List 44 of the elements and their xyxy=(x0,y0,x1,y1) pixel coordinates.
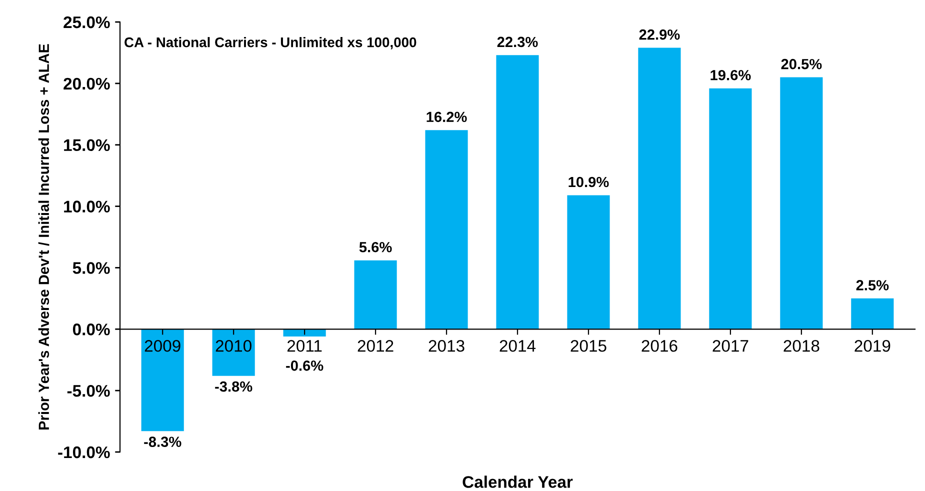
y-axis-title: Prior Year's Adverse Dev't / Initial Incurred Loss + ALAE xyxy=(38,44,50,430)
x-tick-label: 2016 xyxy=(642,340,678,352)
data-label: 16.2% xyxy=(426,112,467,122)
x-tick-label: 2010 xyxy=(216,340,252,352)
x-tick-label: 2013 xyxy=(428,340,464,352)
x-axis-title: Calendar Year xyxy=(462,476,573,488)
x-tick-label: 2012 xyxy=(358,340,394,352)
bar xyxy=(567,195,610,330)
x-tick-label: 2015 xyxy=(570,340,606,352)
bar xyxy=(283,329,326,337)
data-label: -3.8% xyxy=(215,381,252,392)
data-label: 20.5% xyxy=(781,58,822,70)
x-tick-label: 2009 xyxy=(144,340,180,352)
bar xyxy=(638,48,681,330)
x-tick-label: 2019 xyxy=(854,340,890,352)
y-tick-label: 25.0% xyxy=(64,16,110,28)
bar xyxy=(354,260,397,330)
y-tick-label: 5.0% xyxy=(72,262,110,274)
text: CA - National Carriers - Unlimited xs 100,000 xyxy=(124,37,416,50)
x-tick-label: 2014 xyxy=(500,340,536,352)
y-tick-label: 15.0% xyxy=(64,139,110,152)
bar xyxy=(709,88,752,330)
bar xyxy=(141,329,184,432)
y-tick-label: -10.0% xyxy=(58,446,110,458)
bar xyxy=(780,77,823,330)
data-label: 2.5% xyxy=(856,280,889,290)
bar xyxy=(212,329,255,376)
data-label: 19.6% xyxy=(710,70,751,80)
y-tick-label: 20.0% xyxy=(64,78,110,90)
x-tick-label: 2018 xyxy=(784,340,820,352)
bar xyxy=(851,298,894,330)
x-tick-label: 2017 xyxy=(712,340,748,352)
data-label: -8.3% xyxy=(144,436,182,448)
data-label: 22.3% xyxy=(497,36,538,48)
y-tick-label: 0.0% xyxy=(72,324,110,336)
data-label: 10.9% xyxy=(568,176,609,188)
y-tick-label: 10.0% xyxy=(64,200,110,212)
data-label: -0.6% xyxy=(286,360,324,371)
bar xyxy=(425,130,468,330)
y-tick-label: -5.0% xyxy=(67,384,110,397)
x-tick-label: 2011 xyxy=(287,340,322,352)
data-label: 5.6% xyxy=(359,242,392,252)
data-label: 22.9% xyxy=(639,29,680,40)
bar xyxy=(496,55,539,330)
